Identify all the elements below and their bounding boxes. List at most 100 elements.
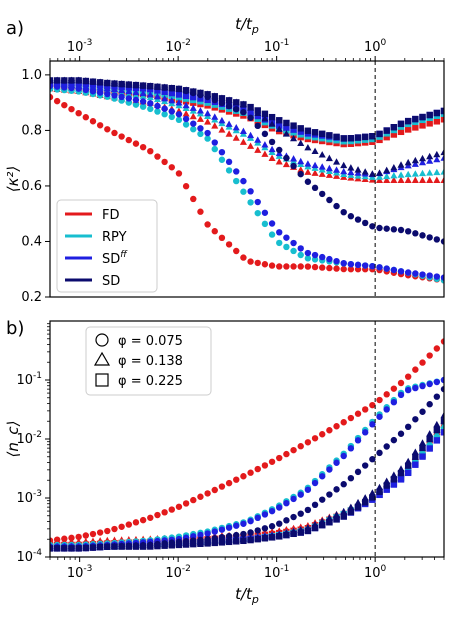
data-point (154, 87, 161, 94)
data-point (161, 542, 168, 549)
data-point (440, 154, 444, 161)
data-point (369, 262, 376, 270)
data-point (211, 113, 219, 120)
data-point (175, 116, 183, 124)
legend-label: φ = 0.138 (118, 354, 183, 369)
data-point (383, 166, 391, 174)
data-point (247, 536, 254, 544)
data-point (247, 199, 254, 206)
legend: φ = 0.075 φ = 0.138 φ = 0.225 (85, 326, 212, 396)
data-point (197, 540, 204, 547)
data-point (383, 225, 390, 232)
data-point (318, 163, 326, 170)
data-point (376, 173, 384, 180)
data-point (354, 410, 362, 417)
data-point (233, 99, 240, 106)
data-point (433, 150, 441, 158)
data-point (311, 147, 319, 154)
data-point (397, 476, 405, 483)
data-point (204, 118, 212, 125)
data-point (89, 544, 97, 551)
data-point (397, 171, 405, 178)
data-point (218, 234, 226, 242)
data-point (61, 545, 68, 552)
data-point (233, 105, 240, 113)
data-point (297, 125, 304, 132)
data-point (347, 414, 355, 422)
data-point (418, 154, 427, 162)
data-point (197, 493, 204, 500)
y-axis-label: ⟨n_c⟩ (4, 421, 23, 458)
data-point (290, 446, 297, 454)
data-point (311, 501, 319, 509)
data-point (204, 109, 212, 117)
data-point (333, 459, 340, 466)
data-point (275, 158, 283, 165)
series-sdff-circle (50, 82, 444, 281)
data-point (276, 239, 283, 247)
data-point (53, 77, 61, 84)
data-point (319, 473, 326, 480)
data-point (168, 108, 175, 115)
data-point (125, 543, 132, 550)
data-point (254, 259, 261, 267)
data-point (125, 136, 132, 144)
data-point (50, 93, 54, 101)
data-point (397, 430, 405, 437)
data-point (175, 99, 183, 106)
data-point (104, 527, 111, 535)
data-point (412, 270, 419, 277)
data-point (153, 92, 161, 100)
data-point (240, 473, 247, 480)
data-point (240, 101, 247, 108)
data-point (197, 95, 204, 102)
data-point (311, 251, 319, 259)
data-point (376, 488, 383, 495)
data-point (61, 77, 68, 84)
data-point (319, 521, 326, 529)
data-point (190, 88, 197, 95)
data-point (354, 498, 362, 506)
data-point (232, 124, 240, 131)
data-point (190, 120, 197, 127)
data-point (182, 87, 190, 94)
data-point (190, 195, 197, 203)
data-point (368, 170, 376, 177)
data-point (419, 122, 426, 129)
data-point (390, 131, 398, 138)
data-point (340, 508, 348, 515)
data-point (418, 176, 427, 183)
data-point (362, 219, 369, 227)
data-point (419, 113, 426, 121)
data-point (161, 105, 168, 112)
data-point (412, 416, 419, 423)
data-point (53, 97, 61, 105)
data-point (283, 243, 290, 251)
data-point (426, 234, 433, 241)
data-point (197, 125, 204, 132)
data-point (261, 150, 269, 157)
data-point (254, 107, 261, 114)
data-point (197, 531, 204, 539)
data-point (61, 101, 68, 109)
data-point (297, 491, 304, 498)
data-point (383, 176, 391, 183)
data-point (319, 253, 326, 261)
data-point (132, 140, 140, 147)
data-point (390, 385, 398, 392)
data-point (376, 169, 384, 176)
data-point (268, 113, 276, 121)
data-point (304, 127, 312, 134)
data-point (411, 170, 419, 177)
data-point (261, 220, 269, 228)
data-point (361, 494, 369, 501)
data-point (412, 230, 419, 237)
data-point (354, 266, 362, 273)
data-point (275, 125, 283, 132)
data-point (426, 111, 433, 119)
data-point (225, 532, 233, 540)
data-point (175, 111, 183, 118)
data-point (376, 224, 383, 232)
data-point (326, 491, 333, 498)
data-point (139, 98, 147, 105)
